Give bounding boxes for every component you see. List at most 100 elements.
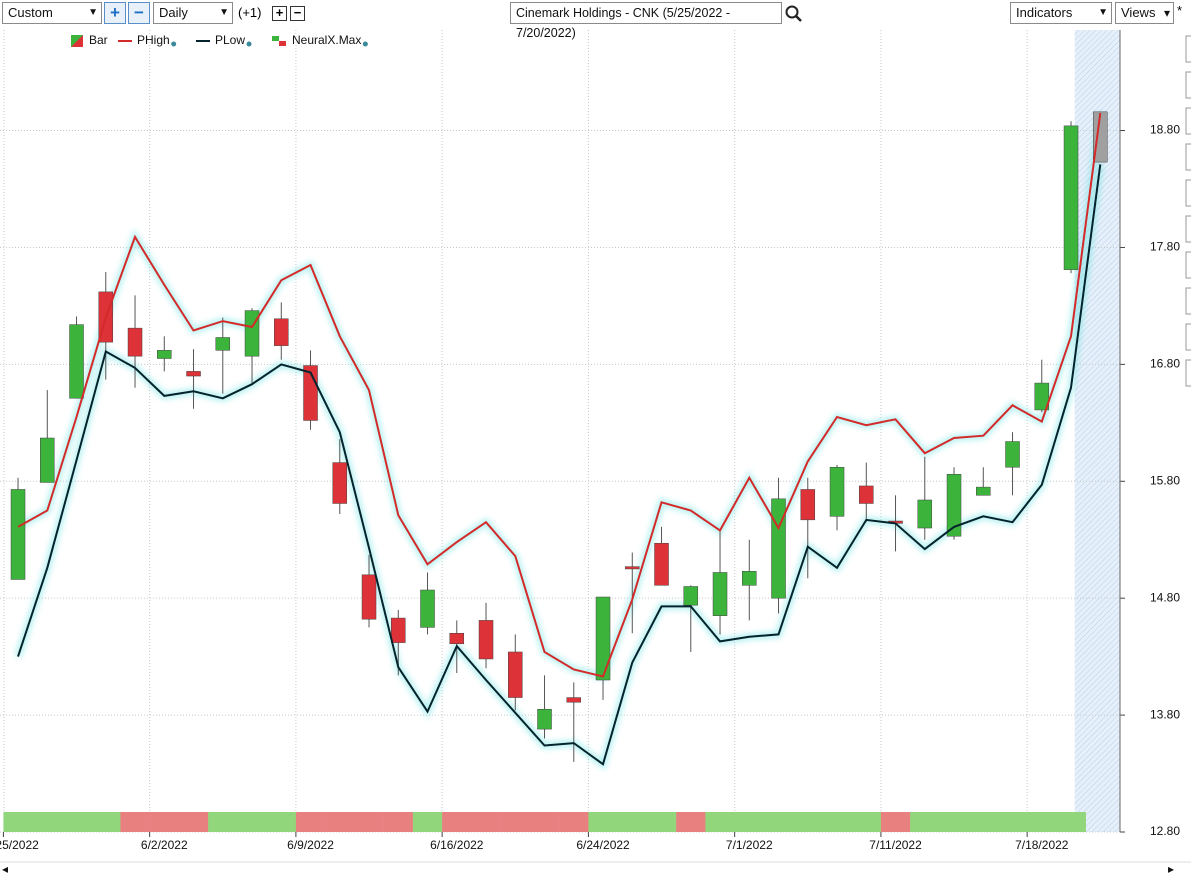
candle-body [127,327,143,357]
candle-body [420,589,435,628]
candle-body [361,574,377,620]
y-tick-label: 13.80 [1150,707,1180,721]
interval-select[interactable]: Daily ▼ [153,2,233,24]
candle-body [1005,441,1020,468]
signal-bar [763,812,794,832]
side-tool [1185,323,1191,351]
offset-text: (+1) [238,5,262,20]
side-tool [1185,107,1191,135]
x-tick-label: 7/1/2022 [726,838,773,852]
search-icon-handle [795,15,802,22]
candle-body [800,489,816,521]
x-tick-label: 6/2/2022 [141,838,188,852]
candle-body [566,697,582,703]
side-tool [1185,71,1191,99]
candle-body [40,437,55,483]
legend-label: PHigh [137,33,170,47]
legend-swatch [272,36,279,41]
candle-body [215,337,231,351]
signal-bar [149,812,180,832]
candle-body [157,350,172,359]
legend-label: PLow [215,33,245,47]
candle-body [1034,382,1050,411]
signal-bar [617,812,648,832]
x-tick-label: 7/11/2022 [869,838,922,852]
offset-plus[interactable]: + [272,6,287,21]
x-tick-label: 6/24/2022 [576,838,630,852]
side-tool [1185,179,1191,207]
signal-bar [705,812,735,832]
legend-swatch [71,35,83,47]
symbol-box[interactable]: Cinemark Holdings - CNK (5/25/2022 - 7/2… [510,2,782,40]
candle-body [508,651,523,698]
candle-body [654,542,669,586]
candle-body [332,462,348,504]
candle-body [742,571,757,586]
candle-body [712,572,728,616]
period-text: Custom [8,5,53,20]
candle-body [946,474,962,537]
signal-bar [851,812,882,832]
candle-body [683,586,699,606]
indicators-select[interactable]: Indicators ▼ [1010,2,1112,24]
signal-bar [880,812,911,832]
search-icon[interactable] [784,4,804,24]
views-select[interactable]: Views ▾ [1115,2,1174,24]
period-select[interactable]: Custom ▼ [2,2,102,24]
offset-minus[interactable]: − [290,6,305,21]
signal-bar [32,812,63,832]
signal-bar [822,812,852,832]
signal-bar [997,812,1028,832]
y-tick-label: 17.80 [1150,240,1180,254]
signal-bar [734,812,765,832]
signal-bar [91,812,121,832]
signal-bar [471,812,501,832]
dropdown-arrow: ▼ [88,7,98,18]
signal-bar [939,812,969,832]
signal-bar [529,812,560,832]
candle-body [274,318,289,346]
candle-body [69,324,84,399]
signal-bar [266,812,297,832]
legend: Bar PHigh PLow NeuralX.Max [71,33,368,47]
legend-label: Bar [89,33,108,47]
candle-body [976,486,991,496]
zoom-in-button[interactable]: + [104,2,126,24]
scroll-right: ▸ [1168,862,1174,876]
candle-body [537,708,552,730]
scroll-left: ◂ [2,862,8,876]
signal-bar [120,812,150,832]
candle-body [1093,111,1108,163]
candle-body [595,596,611,681]
legend-dot [246,41,252,47]
candle-body [10,489,26,580]
legend-label: NeuralX.Max [292,33,361,47]
dropdown-arrow: ▼ [1098,7,1108,18]
views-text: Views [1121,5,1156,20]
candle-body [859,485,874,504]
signal-bar [383,812,414,832]
signal-bar [588,812,618,832]
interval-text: Daily [159,5,188,20]
candle-body [625,566,640,570]
candle-body [771,498,786,599]
line-glow [14,163,1104,770]
candle-body [478,620,494,660]
signal-bar [968,812,999,832]
zoom-out-button[interactable]: − [128,2,150,24]
signal-bar [646,812,677,832]
candle-body [449,633,465,645]
candle-body [917,499,933,529]
x-tick-label: 7/18/2022 [1015,838,1069,852]
symbol-text: Cinemark Holdings - CNK (5/25/2022 - 7/2… [516,6,730,40]
signal-bar [793,812,823,832]
y-tick-label: 15.80 [1150,473,1180,487]
signal-bar [1027,812,1057,832]
signal-bar [295,812,326,832]
signal-bar [237,812,267,832]
line-plow [17,164,1102,766]
side-tool [1185,359,1191,387]
side-tool [1185,143,1191,171]
side-tool [1185,251,1191,279]
